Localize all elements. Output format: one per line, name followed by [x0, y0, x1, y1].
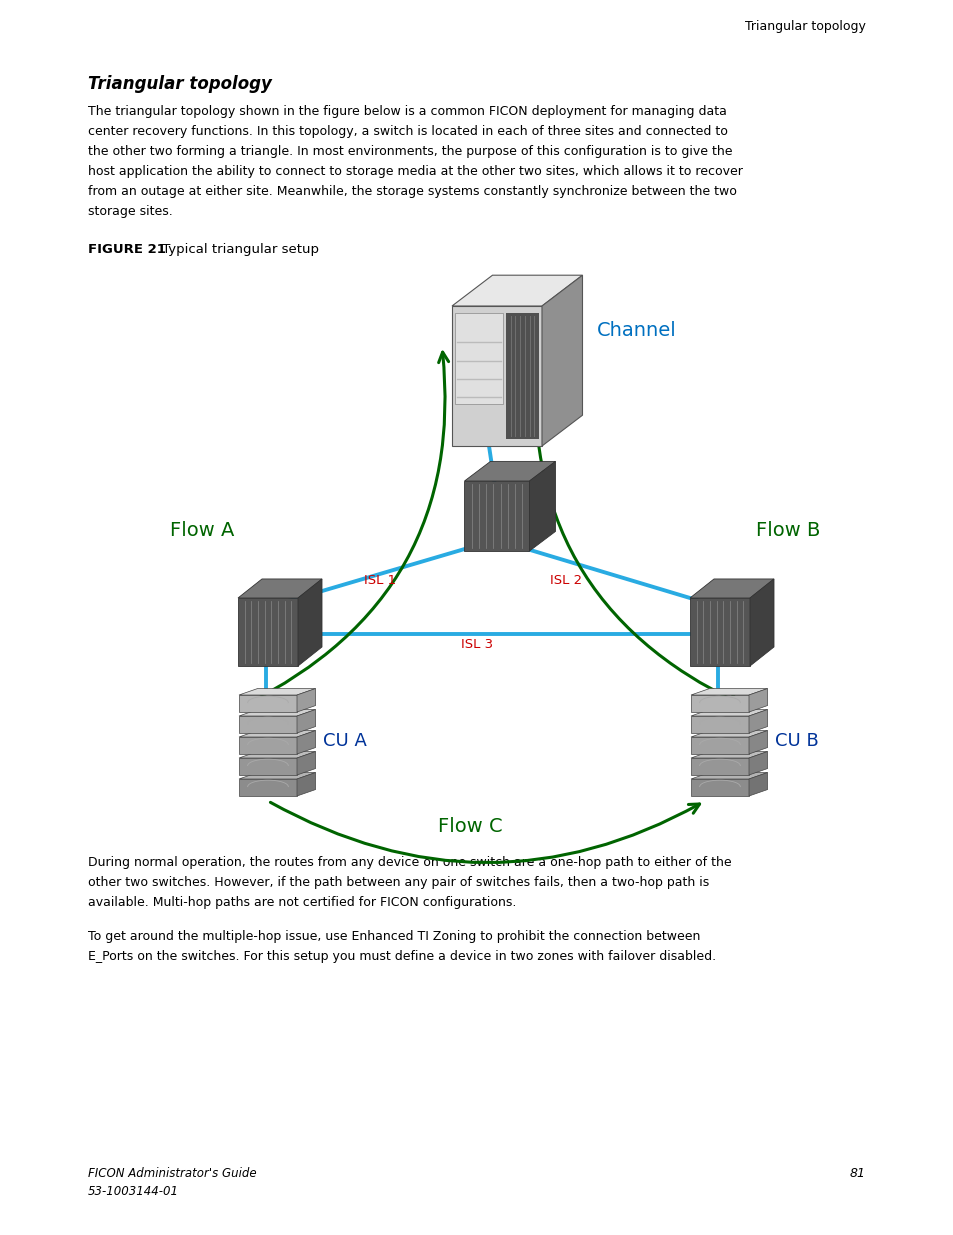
Text: Typical triangular setup: Typical triangular setup: [158, 243, 318, 256]
Polygon shape: [296, 773, 315, 797]
Text: Channel: Channel: [597, 321, 676, 341]
Text: the other two forming a triangle. In most environments, the purpose of this conf: the other two forming a triangle. In mos…: [88, 144, 732, 158]
Text: The triangular topology shown in the figure below is a common FICON deployment f: The triangular topology shown in the fig…: [88, 105, 726, 119]
Polygon shape: [239, 773, 315, 779]
Polygon shape: [296, 689, 315, 713]
Polygon shape: [690, 710, 767, 716]
Text: Triangular topology: Triangular topology: [88, 75, 272, 93]
Polygon shape: [296, 731, 315, 755]
Text: 81: 81: [849, 1167, 865, 1179]
Polygon shape: [748, 773, 767, 797]
Polygon shape: [239, 737, 296, 755]
Text: ISL 2: ISL 2: [549, 574, 581, 588]
Polygon shape: [690, 779, 748, 797]
Polygon shape: [239, 758, 296, 776]
Polygon shape: [690, 737, 748, 755]
Text: E_Ports on the switches. For this setup you must define a device in two zones wi: E_Ports on the switches. For this setup …: [88, 950, 716, 963]
Text: storage sites.: storage sites.: [88, 205, 172, 219]
Text: FICON Administrator's Guide: FICON Administrator's Guide: [88, 1167, 256, 1179]
Polygon shape: [505, 312, 538, 438]
Polygon shape: [239, 689, 315, 695]
Polygon shape: [237, 598, 297, 666]
Polygon shape: [748, 752, 767, 776]
Polygon shape: [239, 716, 296, 734]
Polygon shape: [297, 579, 322, 666]
Polygon shape: [237, 579, 322, 598]
Polygon shape: [452, 306, 541, 446]
Polygon shape: [239, 710, 315, 716]
Text: available. Multi-hop paths are not certified for FICON configurations.: available. Multi-hop paths are not certi…: [88, 897, 516, 909]
Text: host application the ability to connect to storage media at the other two sites,: host application the ability to connect …: [88, 165, 742, 178]
Polygon shape: [239, 731, 315, 737]
Polygon shape: [239, 752, 315, 758]
Text: CU B: CU B: [774, 732, 818, 750]
Polygon shape: [749, 579, 773, 666]
Polygon shape: [464, 480, 529, 551]
Text: FIGURE 21: FIGURE 21: [88, 243, 166, 256]
Text: ISL 3: ISL 3: [460, 637, 493, 651]
Text: CU A: CU A: [323, 732, 367, 750]
Polygon shape: [690, 752, 767, 758]
Polygon shape: [748, 731, 767, 755]
Text: Flow B: Flow B: [755, 521, 820, 541]
Polygon shape: [690, 773, 767, 779]
Polygon shape: [748, 710, 767, 734]
Text: Flow A: Flow A: [170, 521, 234, 541]
Polygon shape: [239, 695, 296, 713]
Text: ISL 1: ISL 1: [363, 574, 395, 588]
Polygon shape: [690, 758, 748, 776]
Text: Flow C: Flow C: [437, 816, 502, 836]
Polygon shape: [464, 462, 555, 480]
Polygon shape: [748, 689, 767, 713]
Text: 53-1003144-01: 53-1003144-01: [88, 1186, 179, 1198]
Text: To get around the multiple-hop issue, use Enhanced TI Zoning to prohibit the con: To get around the multiple-hop issue, us…: [88, 930, 700, 944]
Polygon shape: [529, 462, 555, 551]
Polygon shape: [690, 716, 748, 734]
Polygon shape: [455, 312, 502, 404]
Text: other two switches. However, if the path between any pair of switches fails, the: other two switches. However, if the path…: [88, 876, 708, 889]
Polygon shape: [296, 710, 315, 734]
Polygon shape: [689, 579, 773, 598]
Polygon shape: [690, 731, 767, 737]
Text: center recovery functions. In this topology, a switch is located in each of thre: center recovery functions. In this topol…: [88, 125, 727, 138]
Polygon shape: [690, 695, 748, 713]
Polygon shape: [296, 752, 315, 776]
Text: Triangular topology: Triangular topology: [744, 20, 865, 33]
Polygon shape: [689, 598, 749, 666]
Polygon shape: [690, 689, 767, 695]
Text: During normal operation, the routes from any device on one switch are a one-hop : During normal operation, the routes from…: [88, 856, 731, 869]
Polygon shape: [452, 275, 582, 306]
Polygon shape: [239, 779, 296, 797]
Polygon shape: [541, 275, 582, 446]
Text: from an outage at either site. Meanwhile, the storage systems constantly synchro: from an outage at either site. Meanwhile…: [88, 185, 736, 198]
